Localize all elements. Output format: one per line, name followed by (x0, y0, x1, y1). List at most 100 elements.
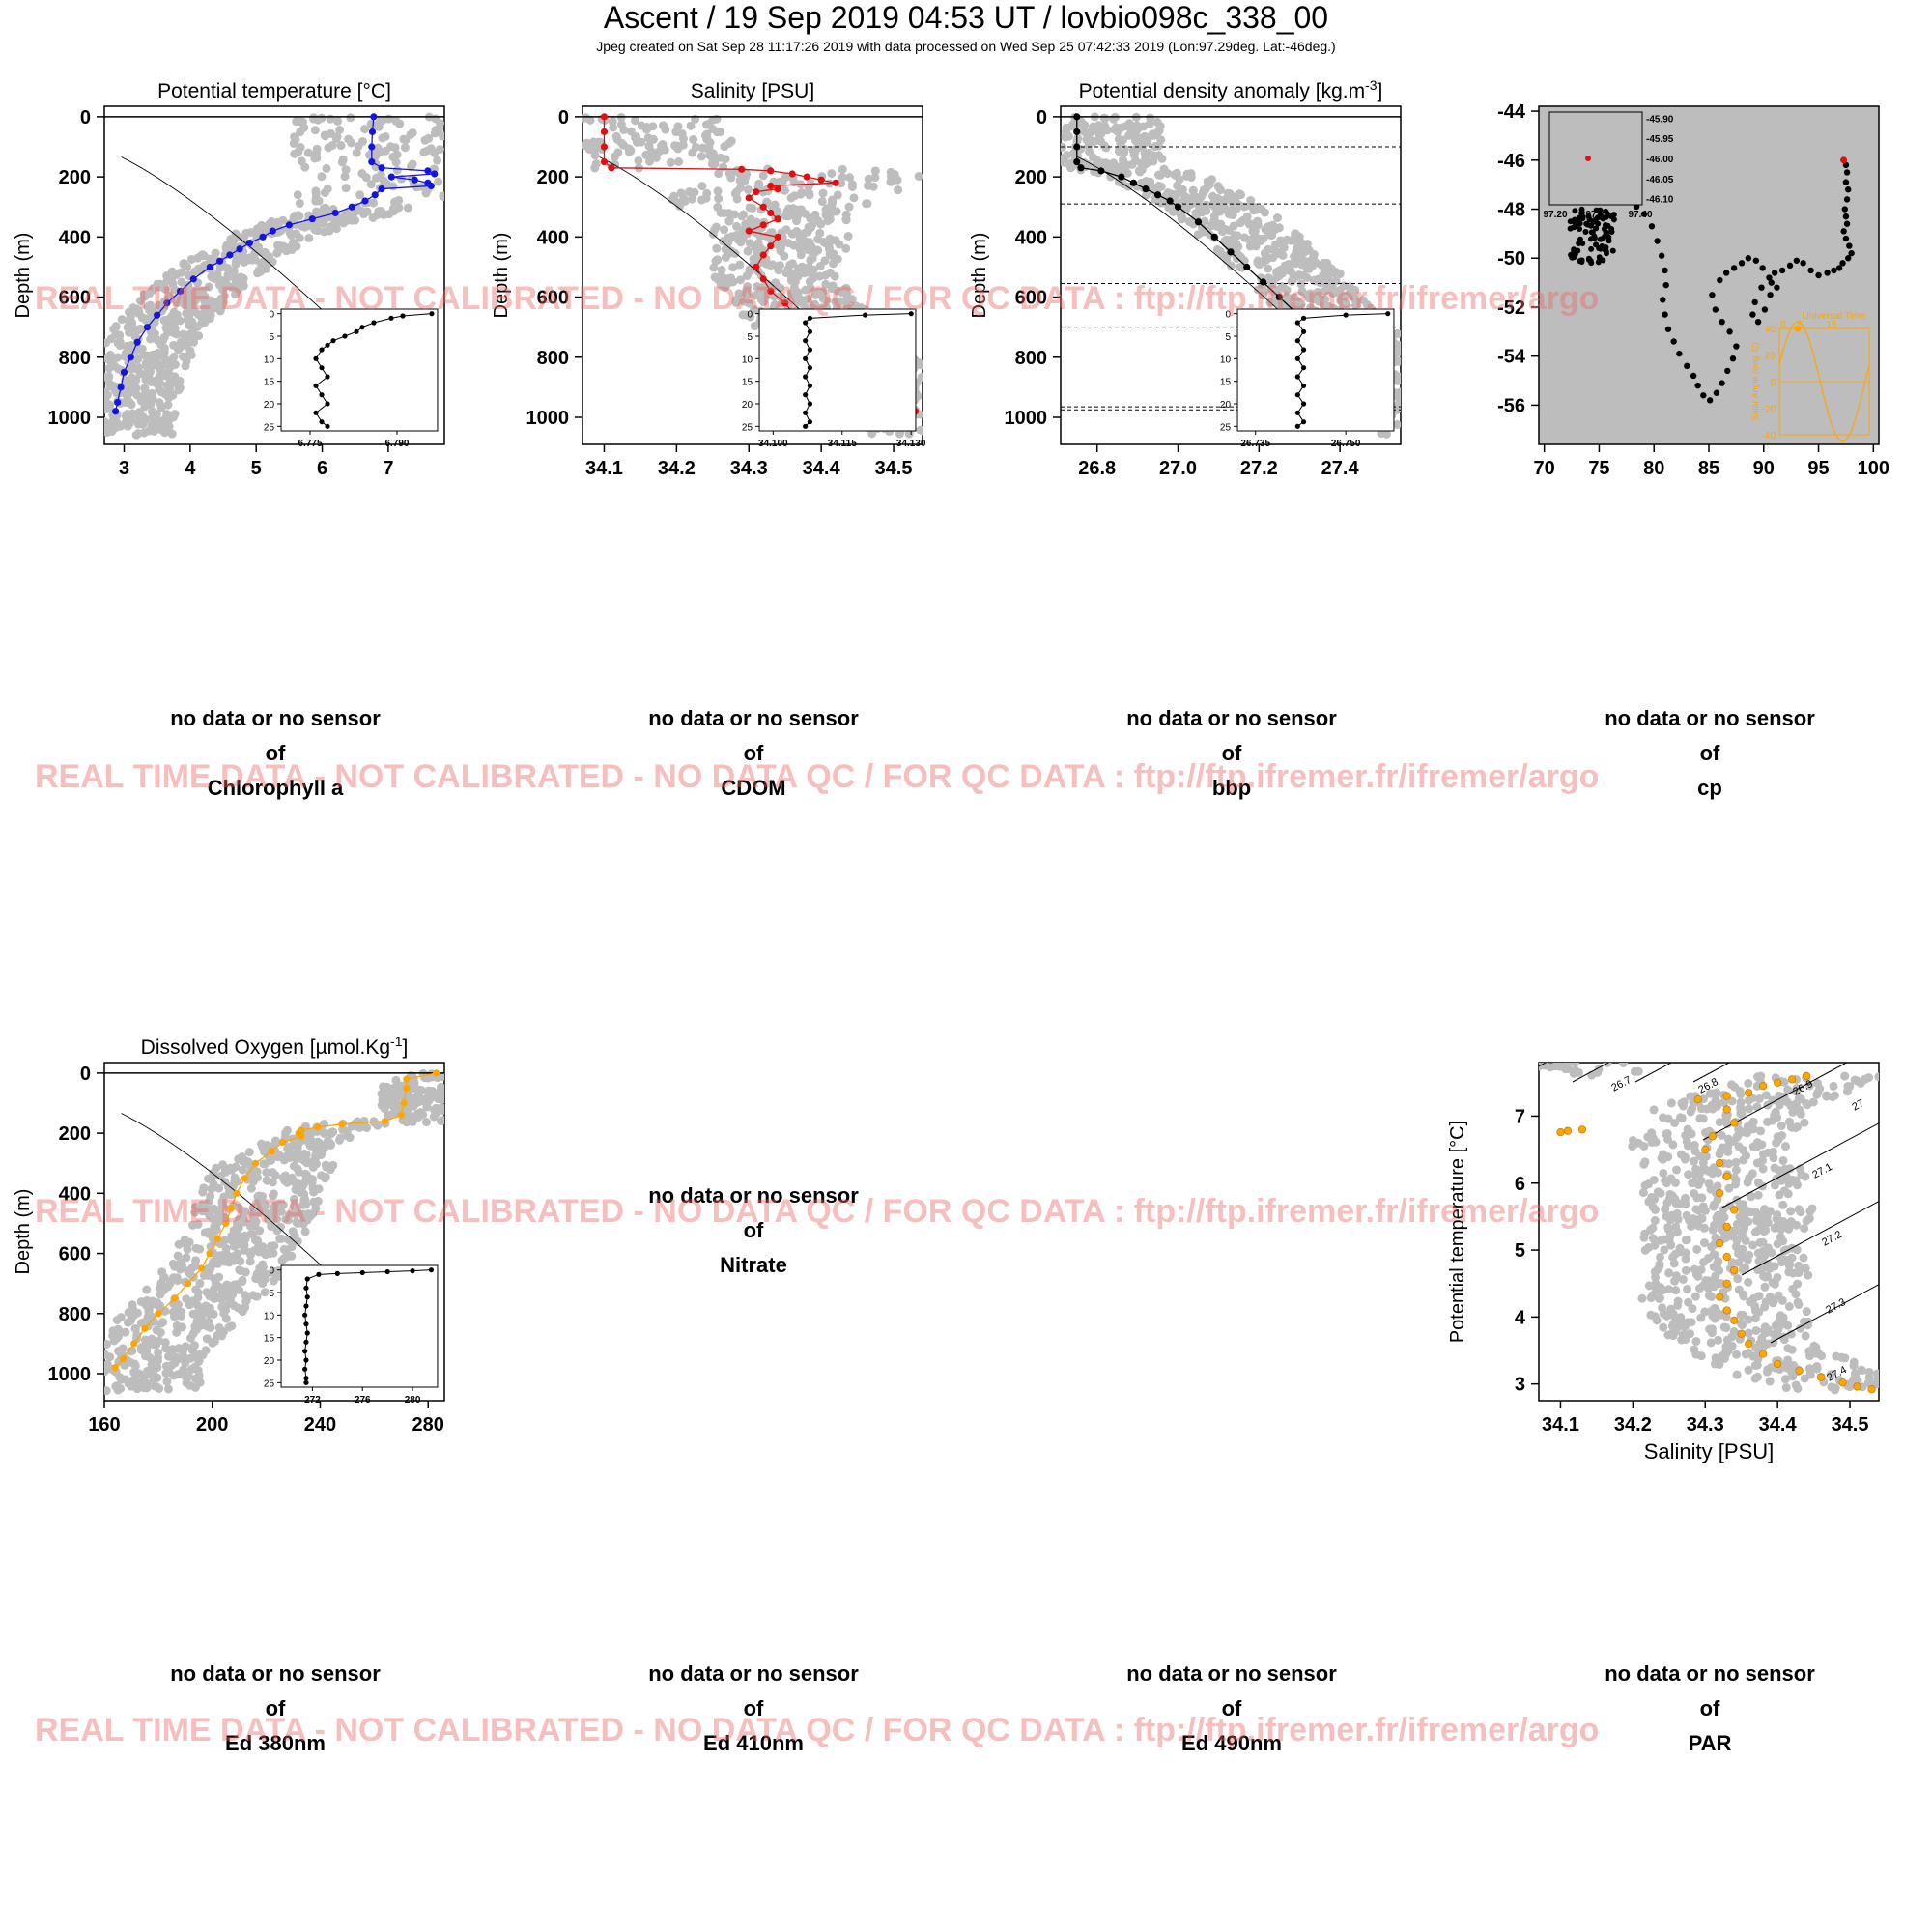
cloud-point (403, 1106, 412, 1116)
cloud-point (147, 1334, 156, 1344)
cloud-point (211, 248, 220, 258)
cloud-point (775, 292, 784, 301)
cloud-point (1791, 1220, 1801, 1230)
cloud-point (205, 254, 214, 264)
cloud-point (245, 1257, 255, 1266)
ts-point (1853, 1382, 1861, 1391)
profile-point (424, 167, 432, 175)
no-data-line1: no data or no sensor (1126, 706, 1337, 730)
cloud-point (825, 234, 835, 243)
cloud-point (362, 1123, 372, 1133)
inset-point (428, 1267, 435, 1273)
cloud-point (104, 372, 114, 382)
cloud-point (328, 1127, 338, 1137)
cloud-point (204, 282, 213, 292)
isopycnal-line (1572, 1063, 1610, 1083)
cloud-point (1717, 1130, 1726, 1140)
cloud-point (1813, 1348, 1823, 1357)
trajectory-point (1577, 236, 1583, 242)
inset-x-tick-label: 26.750 (1331, 439, 1361, 449)
ts-point (1577, 1125, 1587, 1134)
cloud-point (1711, 1233, 1720, 1242)
trajectory-point (1567, 218, 1574, 225)
cloud-point (1645, 1225, 1655, 1235)
cloud-point (609, 123, 618, 132)
cloud-point (262, 1168, 271, 1178)
cloud-point (360, 125, 370, 134)
inset-y-tick-label: 10 (264, 1311, 275, 1321)
trajectory-point (1588, 229, 1595, 236)
cloud-point (1739, 1155, 1748, 1165)
inset-point (302, 1366, 308, 1372)
cloud-point (1719, 1097, 1729, 1107)
cloud-point (1704, 1166, 1714, 1176)
cloud-point (1707, 1089, 1717, 1098)
cloud-point (1307, 293, 1317, 302)
inset-y-tick-label: 20 (1220, 400, 1232, 411)
cloud-point (198, 1187, 208, 1197)
inset-x-tick-label: 34.115 (828, 439, 857, 449)
cloud-point (720, 225, 729, 235)
no-data-line1: no data or no sensor (648, 706, 859, 730)
cloud-point (1801, 1331, 1810, 1341)
no-data-chlorophyll: no data or no sensor of Chlorophyll a (82, 701, 469, 806)
no-data-sensor: CDOM (721, 776, 786, 800)
cloud-point (838, 164, 847, 174)
cloud-point (1152, 117, 1162, 127)
trajectory-point (1594, 214, 1601, 221)
ts-point (1795, 1366, 1804, 1375)
sun-inset-x-label: 0 (1780, 320, 1786, 330)
profile-point (1073, 157, 1081, 166)
no-data-line1: no data or no sensor (648, 1662, 859, 1686)
cloud-point (1676, 1313, 1686, 1322)
cloud-point (1857, 1365, 1866, 1375)
cloud-point (406, 161, 415, 171)
trajectory-point (1824, 270, 1831, 276)
cloud-point (1760, 1205, 1770, 1214)
trajectory-point (1831, 267, 1837, 274)
cloud-point (173, 1276, 183, 1286)
inset-point (1300, 315, 1307, 321)
cloud-point (300, 222, 310, 232)
profile-point (397, 1111, 405, 1120)
cloud-point (243, 1157, 253, 1167)
cloud-point (1274, 223, 1284, 233)
cloud-point (234, 1203, 243, 1212)
cloud-point (1706, 1338, 1716, 1348)
cloud-point (172, 1321, 182, 1330)
cloud-point (1743, 1128, 1752, 1138)
cloud-point (130, 1324, 140, 1334)
cloud-point (1750, 1301, 1760, 1311)
cloud-point (1236, 218, 1245, 228)
profile-point (368, 143, 376, 151)
cloud-point (1358, 296, 1368, 305)
cloud-point (1122, 168, 1132, 178)
cloud-point (1735, 1249, 1745, 1259)
inset-point (1294, 423, 1300, 429)
cloud-point (624, 147, 634, 156)
cloud-point (1648, 1234, 1658, 1243)
cloud-point (311, 186, 321, 196)
cloud-point (1662, 1311, 1672, 1321)
cloud-point (1153, 170, 1163, 180)
cloud-point (342, 216, 352, 226)
cloud-point (1758, 1150, 1768, 1159)
cloud-point (1253, 256, 1263, 266)
cloud-point (337, 157, 347, 167)
x-tick-label: 34.2 (1614, 1414, 1652, 1435)
profile-point (378, 185, 385, 193)
y-tick-label: 1000 (1005, 408, 1048, 429)
cloud-point (1779, 1335, 1789, 1345)
cloud-point (634, 156, 643, 165)
trajectory-point (1602, 233, 1608, 240)
no-data-line2: of (743, 1218, 764, 1242)
cloud-point (296, 128, 305, 137)
cloud-point (283, 1215, 293, 1225)
isopycnal-line (1539, 1063, 1548, 1067)
cloud-point (1780, 1375, 1790, 1384)
cloud-point (172, 270, 182, 280)
ts-point (1788, 1075, 1797, 1084)
cloud-point (1128, 124, 1138, 133)
y-axis-label: Depth (m) (13, 233, 34, 319)
